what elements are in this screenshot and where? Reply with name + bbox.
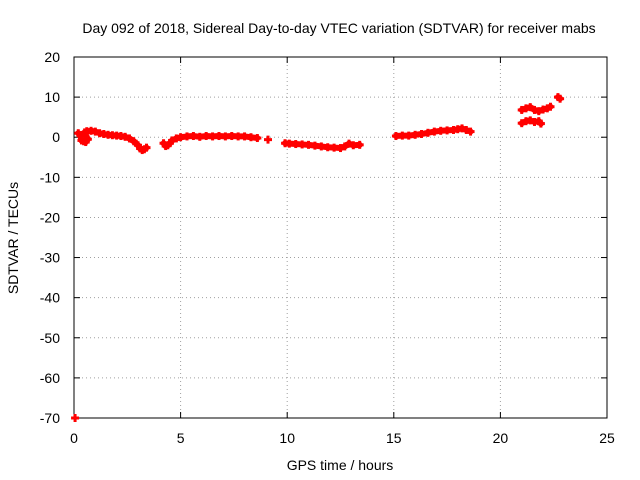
y-tick-label: -50	[40, 330, 60, 346]
data-point	[71, 414, 80, 422]
x-tick-label: 15	[386, 430, 402, 446]
y-tick-label: 20	[44, 49, 60, 65]
y-tick-label: 10	[44, 89, 60, 105]
plot-frame	[73, 56, 608, 419]
x-tick-label: 20	[493, 430, 509, 446]
data-trace-segment	[463, 127, 474, 135]
data-points	[71, 93, 565, 422]
data-trace-segment	[141, 144, 150, 153]
data-point	[264, 135, 273, 144]
data-trace-segment	[247, 134, 261, 142]
y-tick-label: -20	[40, 209, 60, 225]
y-tick-label: -10	[40, 169, 60, 185]
x-tick-label: 5	[177, 430, 185, 446]
y-axis-title: SDTVAR / TECUs	[5, 182, 21, 294]
x-axis-title: GPS time / hours	[287, 457, 394, 473]
grid-lines	[74, 57, 607, 418]
chart-title: Day 092 of 2018, Sidereal Day-to-day VTE…	[82, 20, 595, 36]
data-trace-segment	[554, 94, 564, 102]
x-tick-label: 10	[279, 430, 295, 446]
axis-ticks: 0 5 10 15 20 25 -70 -60 -50 -40 -30 -20 -10 0 10 20	[40, 49, 615, 446]
y-tick-label: -30	[40, 250, 60, 266]
y-tick-label: -40	[40, 290, 60, 306]
y-tick-label: 0	[52, 129, 60, 145]
data-trace-segment	[535, 118, 544, 127]
data-trace-segment	[544, 103, 554, 112]
x-tick-label: 25	[599, 430, 615, 446]
y-tick-label: -70	[40, 410, 60, 426]
y-tick-label: -60	[40, 370, 60, 386]
x-tick-label: 0	[70, 430, 78, 446]
